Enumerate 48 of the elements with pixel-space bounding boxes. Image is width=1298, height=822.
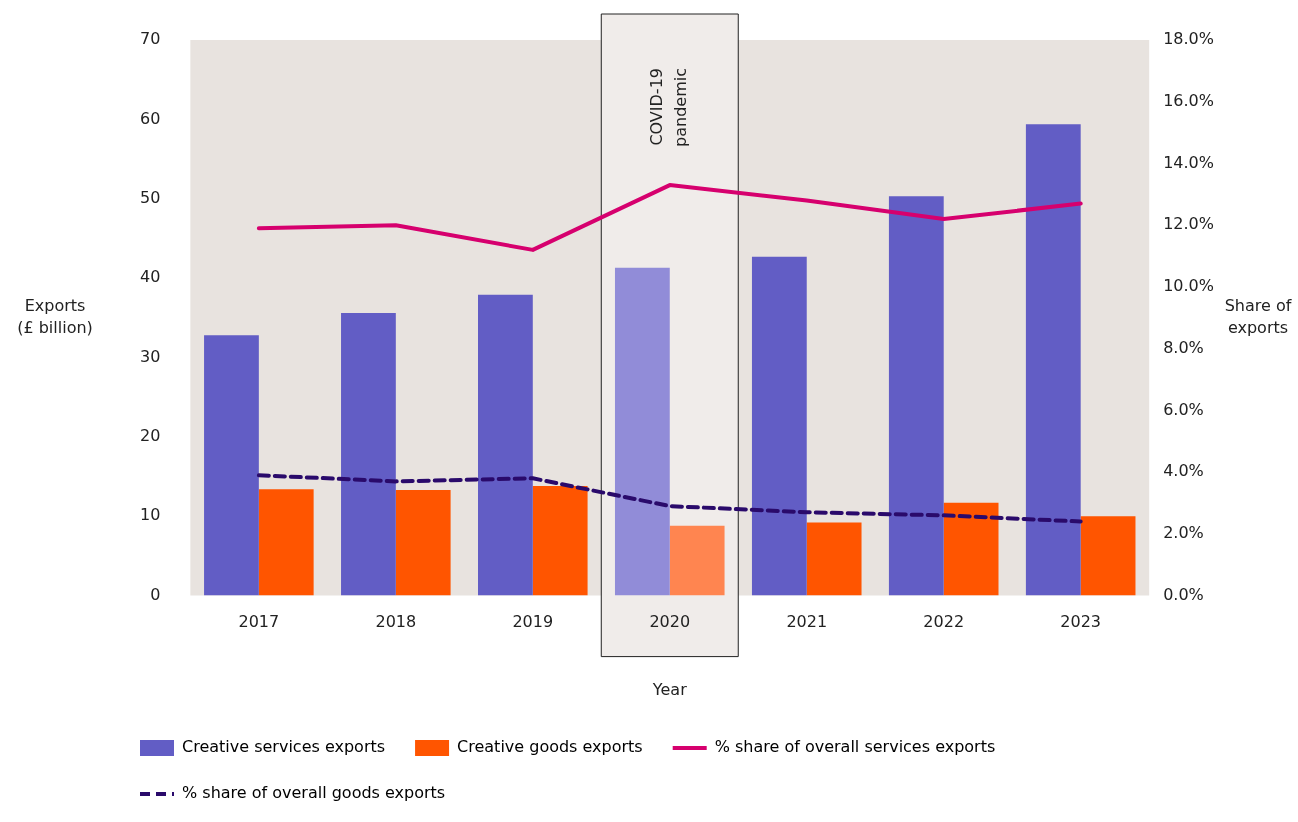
bar [258,489,314,596]
x-tick-label: 2021 [786,612,828,632]
bar [478,294,533,596]
bar [395,490,451,596]
y-axis-title: Exports (£ billion) [17,295,93,337]
legend-label: % share of overall goods exports [182,783,446,803]
y-tick-label: 50 [140,187,161,207]
y-tick-label: 60 [140,108,161,128]
x-tick-label: 2020 [649,612,691,632]
x-axis-title: Year [651,679,688,699]
x-tick-label: 2022 [923,612,965,632]
y2-tick-label: 0.0% [1163,584,1204,604]
y2-tick-label: 6.0% [1163,399,1204,419]
y2-tick-label: 18.0% [1163,29,1214,49]
bar [888,196,944,596]
y2-tick-label: 16.0% [1163,90,1214,110]
band-label: COVID-19 pandemic [646,68,690,147]
legend-label: Creative goods exports [457,737,643,757]
bar [614,267,670,596]
y2-tick-label: 4.0% [1163,461,1204,481]
y-tick-label: 10 [140,505,161,525]
bar [532,486,588,596]
y-tick-label: 30 [140,346,161,366]
y2-tick-label: 14.0% [1163,152,1214,172]
bar [806,522,862,596]
x-tick-label: 2018 [375,612,417,632]
y2-axis-title: Share of exports [1224,295,1292,337]
bar [943,502,999,596]
x-tick-label: 2019 [512,612,554,632]
bar [751,256,807,596]
y-tick-label: 0 [150,584,161,604]
bar [1025,124,1081,596]
y2-tick-label: 12.0% [1163,214,1214,234]
legend-label: % share of overall services exports [714,737,996,757]
y-tick-label: 40 [140,267,161,287]
bar [669,525,725,596]
y2-tick-label: 8.0% [1163,337,1204,357]
line-series [256,473,1083,524]
bar [1080,516,1136,596]
bar [341,313,396,596]
legend-label: Creative services exports [182,737,386,757]
y2-tick-label: 2.0% [1163,523,1204,543]
bar [204,335,259,596]
x-tick-label: 2017 [238,612,280,632]
x-tick-label: 2023 [1060,612,1102,632]
y-tick-label: 70 [140,29,161,49]
y2-tick-label: 10.0% [1163,276,1214,296]
y-tick-label: 20 [140,426,161,446]
